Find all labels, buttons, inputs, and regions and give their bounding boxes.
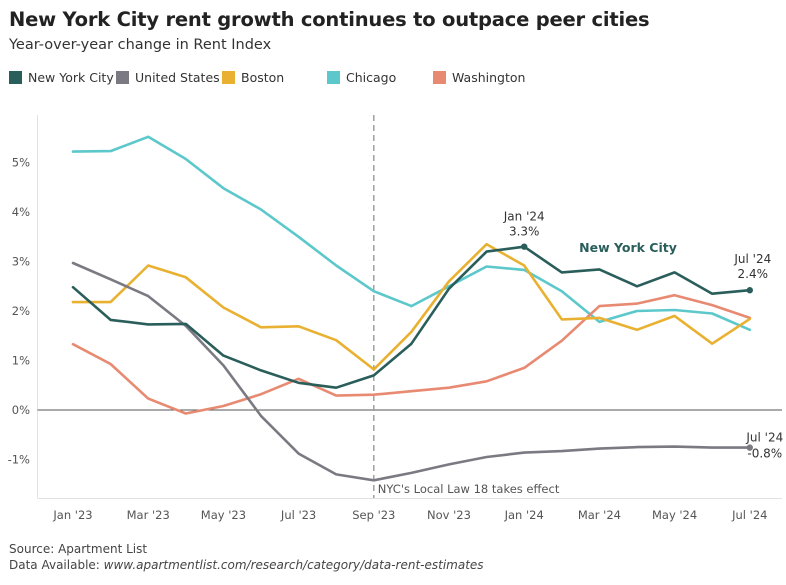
us-jul24-value-label: -0.8% bbox=[747, 447, 782, 461]
legend-label: Chicago bbox=[346, 70, 397, 85]
data-available-note: Data Available: www.apartmentlist.com/re… bbox=[9, 558, 484, 572]
x-tick-label: Jul '23 bbox=[280, 508, 316, 522]
series-line-chicago bbox=[71, 135, 752, 332]
y-tick-label: 0% bbox=[12, 403, 30, 417]
chart-title: New York City rent growth continues to o… bbox=[9, 8, 650, 31]
nyc-jan24-value-label: 3.3% bbox=[509, 225, 540, 239]
nyc-jul24-date-label: Jul '24 bbox=[733, 252, 771, 266]
series-line-washington bbox=[71, 293, 752, 415]
line-chart: -1% 0% 1% 2% 3% 4% 5% Jan '23 Mar '23 May '23 Jul … bbox=[8, 115, 783, 522]
x-tick-label: Jan '23 bbox=[52, 508, 92, 522]
legend-label: Boston bbox=[241, 70, 285, 85]
x-tick-label: Nov '23 bbox=[427, 508, 471, 522]
legend-item-chicago[interactable]: Chicago bbox=[327, 70, 396, 85]
nyc-jan24-date-label: Jan '24 bbox=[503, 210, 545, 224]
x-tick-label: Mar '23 bbox=[127, 508, 170, 522]
x-tick-label: Mar '24 bbox=[578, 508, 621, 522]
series-line-boston bbox=[71, 242, 752, 371]
legend-label: United States bbox=[135, 70, 220, 85]
y-tick-label: 3% bbox=[12, 255, 30, 269]
nyc-jul24-point bbox=[746, 287, 753, 294]
x-tick-label: May '24 bbox=[652, 508, 697, 522]
chart-subtitle: Year-over-year change in Rent Index bbox=[9, 37, 272, 53]
legend-item-boston[interactable]: Boston bbox=[222, 70, 284, 85]
legend-swatch bbox=[9, 71, 22, 84]
data-available-link[interactable]: www.apartmentlist.com/research/category/… bbox=[103, 558, 484, 572]
legend-swatch bbox=[116, 71, 129, 84]
legend-item-new-york-city[interactable]: New York City bbox=[9, 70, 114, 85]
us-jul24-date-label: Jul '24 bbox=[745, 431, 783, 445]
y-tick-label: 2% bbox=[12, 304, 30, 318]
us-jul24-point bbox=[746, 444, 753, 451]
series-line-united-states bbox=[71, 261, 752, 482]
y-tick-label: 5% bbox=[12, 156, 30, 170]
legend-swatch bbox=[222, 71, 235, 84]
legend: New York City United States Boston Chica… bbox=[0, 70, 786, 90]
y-tick-label: 4% bbox=[12, 205, 30, 219]
series-line-new-york-city bbox=[71, 245, 752, 390]
nyc-jan24-point bbox=[521, 243, 528, 250]
data-available-label: Data Available: bbox=[9, 558, 100, 572]
legend-swatch bbox=[327, 71, 340, 84]
legend-label: Washington bbox=[452, 70, 526, 85]
legend-item-washington[interactable]: Washington bbox=[433, 70, 525, 85]
legend-item-united-states[interactable]: United States bbox=[116, 70, 220, 85]
nyc-jul24-value-label: 2.4% bbox=[738, 267, 769, 281]
x-tick-label: May '23 bbox=[201, 508, 246, 522]
y-tick-label: -1% bbox=[8, 453, 30, 467]
x-tick-label: Jan '24 bbox=[504, 508, 544, 522]
legend-label: New York City bbox=[28, 70, 114, 85]
y-tick-label: 1% bbox=[12, 354, 30, 368]
nyc-series-label: New York City bbox=[579, 240, 677, 255]
legend-swatch bbox=[433, 71, 446, 84]
reference-line-label: NYC's Local Law 18 takes effect bbox=[378, 482, 560, 496]
x-tick-label: Sep '23 bbox=[352, 508, 395, 522]
source-note: Source: Apartment List bbox=[9, 542, 148, 556]
x-tick-label: Jul '24 bbox=[731, 508, 767, 522]
